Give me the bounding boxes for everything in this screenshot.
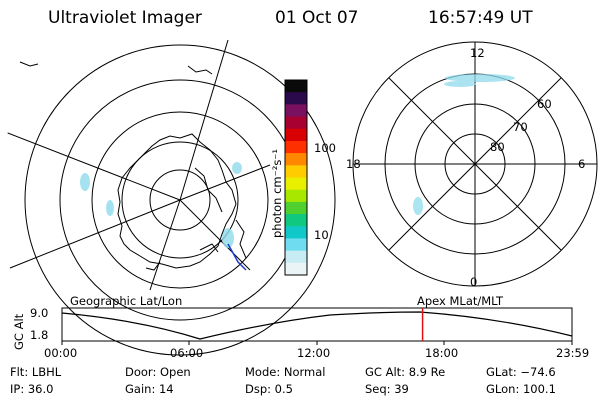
mlat-label-60: 60 [537,97,552,111]
status-mode: Mode: Normal [245,365,326,379]
meridian-6 [179,199,251,271]
status-dsp: Dsp: 0.5 [245,382,293,396]
aurora-patch [106,200,114,216]
colorbar-segment [285,92,307,105]
colorbar-segment [285,226,307,239]
time-label: 16:57:49 UT [428,8,533,28]
antarctica-coastline [117,133,237,269]
coastline-detail [145,167,223,271]
colorbar-segment [285,104,307,118]
mlt-label-12: 12 [470,46,485,60]
meridian-5 [149,199,181,291]
timeline-xtick-2359: 23:59 [556,346,590,360]
status-door: Door: Open [125,365,191,379]
altitude-curve [61,311,573,340]
instrument-title: Ultraviolet Imager [48,8,202,28]
mlat-label-80: 80 [490,140,505,154]
aurora-oval-patch [413,197,423,215]
satellite-track [227,243,247,271]
colorbar-segment [285,189,307,203]
mlat-label-70: 70 [513,120,528,134]
aurora-oval-patch [444,81,476,87]
lat-circle-1 [149,169,211,231]
colorbar [284,79,308,276]
coastline-fragment [19,61,247,259]
colorbar-segment [285,80,307,93]
meridian-2 [0,129,181,201]
colorbar-segment [285,262,307,276]
apex-caption: Apex MLat/MLT [417,294,504,308]
colorbar-tick-10: 10 [314,228,329,242]
lat-circle-3 [91,111,269,289]
status-seq: Seq: 39 [365,382,409,396]
aurora-patch [222,228,234,248]
status-glon: GLon: 100.1 [486,382,556,396]
colorbar-segment [285,214,307,227]
colorbar-segment [285,165,307,178]
timeline-xtick-1800: 18:00 [425,346,459,360]
status-gc-alt: GC Alt: 8.9 Re [365,365,446,379]
colorbar-segment [285,201,307,215]
meridian-3 [9,199,181,269]
timeline-frame [61,307,573,342]
status-gain: Gain: 14 [125,382,174,396]
status-filter: Flt: LBHL [10,365,62,379]
status-glat: GLat: −74.6 [486,365,556,379]
geographic-caption: Geographic Lat/Lon [70,294,183,308]
lat-circle-5 [24,44,336,356]
colorbar-segment [285,140,307,154]
colorbar-segment [285,116,307,130]
lat-circle-2 [121,141,239,259]
aurora-patch [80,173,90,191]
date-label: 01 Oct 07 [275,8,359,28]
timeline-xtick-1200: 12:00 [297,346,331,360]
colorbar-segment [285,177,307,191]
timeline-xtick-0600: 06:00 [170,346,204,360]
colorbar-segment [285,128,307,142]
map-clip-bg [0,40,270,290]
status-ip: IP: 36.0 [10,382,54,396]
colorbar-segment [285,238,307,252]
mlt-label-0: 0 [470,275,478,289]
mlt-label-6: 6 [578,157,586,171]
meridian-4 [179,164,271,201]
timeline-ytick-top: 9.0 [30,306,49,320]
colorbar-segment [285,250,307,264]
aurora-patch [232,162,242,174]
aurora-oval-patch [445,74,515,82]
timeline-ylabel: GC Alt [12,313,26,350]
colorbar-tick-100: 100 [314,141,336,155]
mlt-label-18: 18 [346,157,361,171]
timeline-ytick-bottom: 1.8 [30,328,49,342]
colorbar-segment [285,153,307,166]
mlt-diagonal-2 [388,77,562,251]
meridian-1 [179,39,229,201]
timeline-xtick-0000: 00:00 [44,346,78,360]
